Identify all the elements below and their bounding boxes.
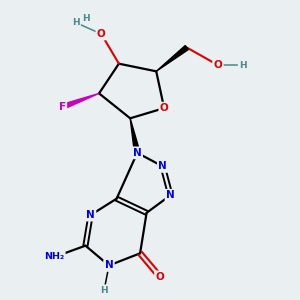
Text: NH₂: NH₂ — [44, 253, 64, 262]
Text: O: O — [155, 272, 164, 282]
Text: N: N — [86, 210, 95, 220]
Text: H: H — [72, 18, 80, 27]
Text: N: N — [133, 148, 142, 158]
Polygon shape — [130, 118, 140, 153]
Text: N: N — [166, 190, 175, 200]
Text: F: F — [59, 102, 66, 112]
Polygon shape — [61, 93, 99, 110]
Text: N: N — [105, 260, 113, 271]
Text: H: H — [100, 286, 108, 295]
Text: N: N — [158, 161, 167, 171]
Text: O: O — [214, 60, 222, 70]
Polygon shape — [156, 46, 188, 71]
Text: H: H — [239, 61, 247, 70]
Text: H: H — [82, 14, 90, 23]
Text: O: O — [160, 103, 169, 113]
Text: O: O — [97, 29, 106, 39]
